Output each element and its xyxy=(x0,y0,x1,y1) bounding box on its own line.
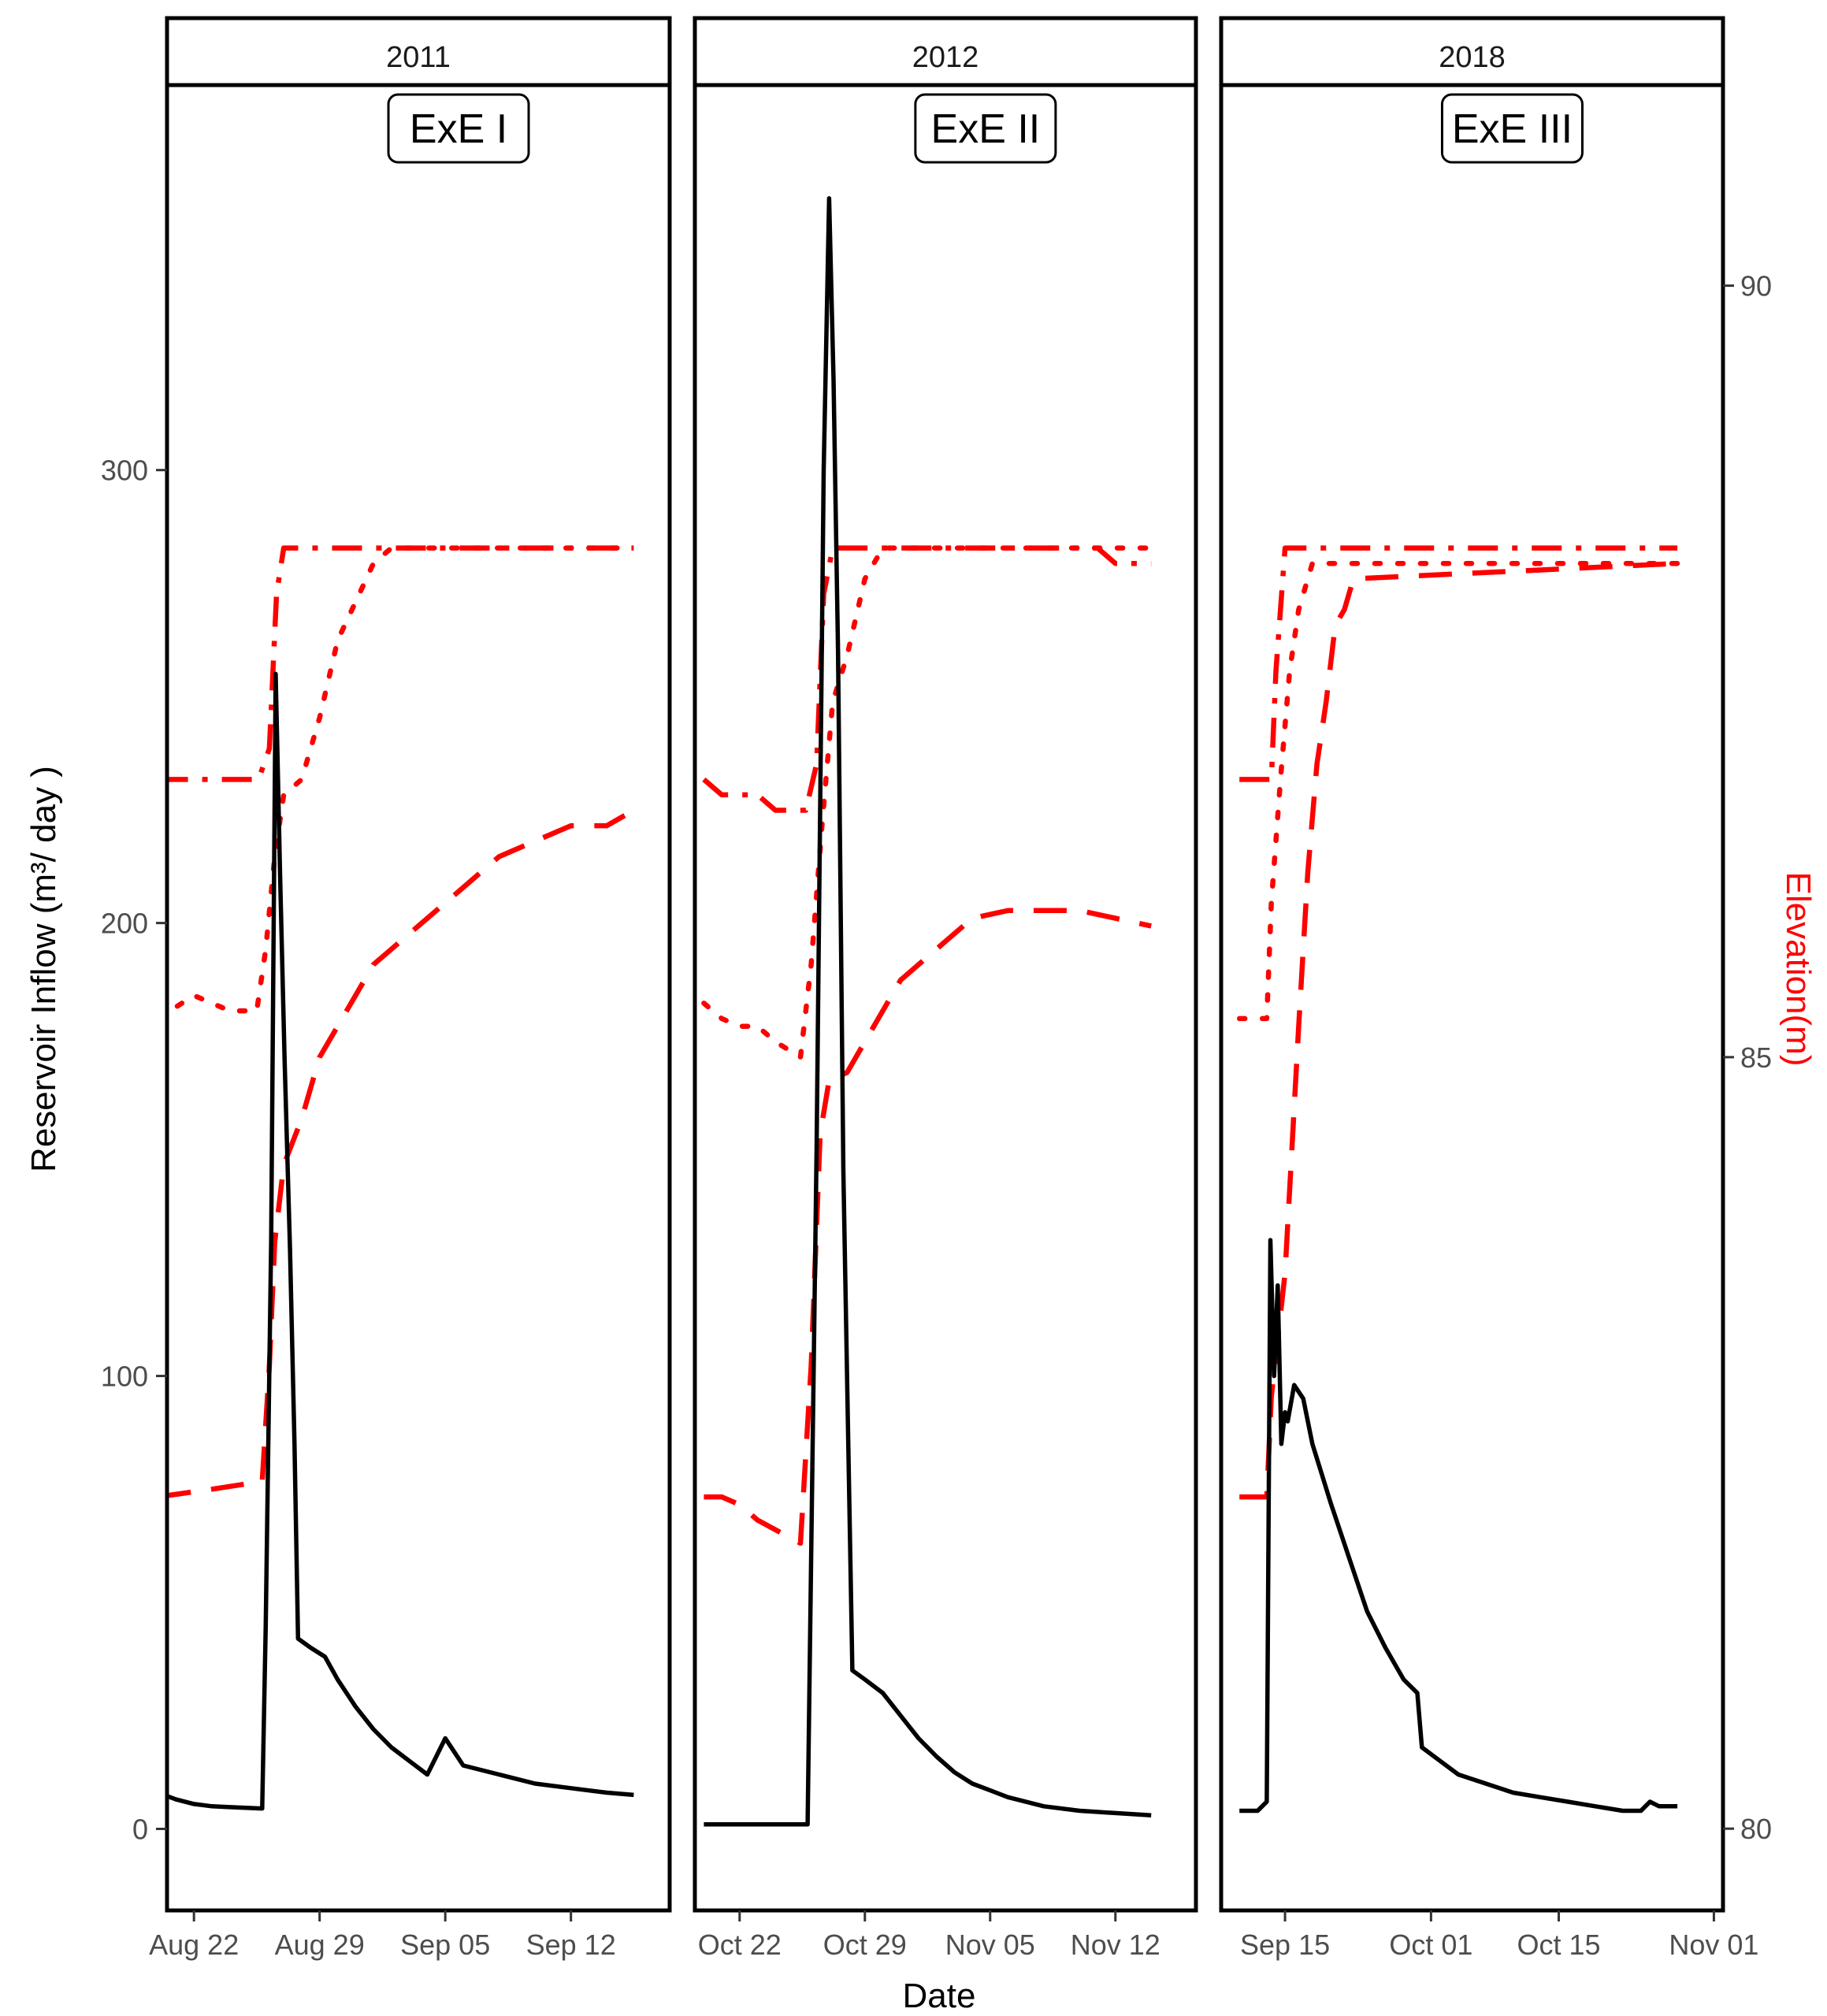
x-tick-label-2018: Nov 01 xyxy=(1669,1929,1758,1961)
y-left-tick-label: 300 xyxy=(101,455,148,487)
y-axis-title-right: Elevation(m) xyxy=(1779,872,1818,1067)
y-left-tick-label: 100 xyxy=(101,1361,148,1393)
panel-border-2018 xyxy=(1219,83,1725,1913)
panel-2018: 2018 ExE III xyxy=(1219,16,1725,1913)
strip-label-2011: 2011 xyxy=(386,41,451,74)
x-tick-label-2018: Oct 15 xyxy=(1517,1929,1600,1961)
series-line-2018-elevation-dotted xyxy=(1236,560,1680,1022)
series-group-2011 xyxy=(167,545,637,1811)
y-right-tick-label: 90 xyxy=(1740,270,1772,303)
strip-label-2018: 2018 xyxy=(1439,41,1506,74)
x-tick-label-2011: Aug 22 xyxy=(149,1929,239,1961)
x-tick-label-2011: Sep 05 xyxy=(400,1929,490,1961)
panels-layer: 2011 ExE I 2012 ExE II 2018 ExE III xyxy=(165,16,1725,1913)
series-group-2018 xyxy=(1236,545,1680,1814)
x-axis-title: Date xyxy=(903,1977,976,2015)
series-line-2011-elevation-dashed xyxy=(167,808,636,1498)
series-line-2012-elevation-dashdot xyxy=(702,545,1152,813)
badge-box-2011 xyxy=(387,93,530,164)
x-tick-label-2018: Oct 01 xyxy=(1389,1929,1472,1961)
y-axis-title-left: Reservoir Inflow (m³/ day ) xyxy=(24,766,63,1172)
badge-box-2018 xyxy=(1440,93,1584,164)
strip-header-2011 xyxy=(165,16,672,87)
x-tick-label-2012: Nov 05 xyxy=(945,1929,1035,1961)
x-tick-label-2012: Oct 29 xyxy=(823,1929,907,1961)
y-left-tick-label: 0 xyxy=(132,1814,148,1846)
y-right-tick-label: 80 xyxy=(1740,1813,1772,1845)
panel-2011: 2011 ExE I xyxy=(165,16,672,1913)
badge-label-2018: ExE III xyxy=(1452,106,1573,152)
series-line-2012-inflow xyxy=(704,195,1152,1827)
y-right-tick-label: 85 xyxy=(1740,1041,1772,1074)
x-tick-label-2012: Oct 22 xyxy=(698,1929,782,1961)
x-tick-label-2011: Sep 12 xyxy=(526,1929,616,1961)
x-tick-label-2011: Aug 29 xyxy=(275,1929,365,1961)
strip-header-2018 xyxy=(1219,16,1725,87)
strip-label-2012: 2012 xyxy=(912,41,979,74)
panel-border-2011 xyxy=(165,83,672,1913)
series-group-2012 xyxy=(701,195,1154,1827)
series-line-2011-elevation-dotted xyxy=(167,545,637,1016)
panel-2012: 2012 ExE II xyxy=(693,16,1198,1913)
y-left-tick-label: 200 xyxy=(101,908,148,940)
series-line-2011-elevation-dashdot xyxy=(167,545,634,782)
axes-layer: Aug 22 Aug 29 Sep 05 Sep 12 Oct 22 Oct 29 Nov … xyxy=(101,270,1772,1961)
series-line-2011-inflow xyxy=(167,671,634,1811)
badge-box-2012 xyxy=(914,93,1057,164)
x-tick-label-2012: Nov 12 xyxy=(1071,1929,1160,1961)
badge-label-2011: ExE I xyxy=(410,106,507,152)
series-line-2018-inflow xyxy=(1239,1238,1678,1814)
series-line-2012-elevation-dotted xyxy=(701,545,1154,1060)
series-line-2018-elevation-dashed xyxy=(1239,560,1678,1500)
series-line-2018-elevation-dashdot xyxy=(1239,545,1678,782)
panel-border-2012 xyxy=(693,83,1198,1913)
badge-label-2012: ExE II xyxy=(931,106,1041,152)
x-tick-label-2018: Sep 15 xyxy=(1240,1929,1330,1961)
series-line-2012-elevation-dashed xyxy=(704,908,1152,1546)
strip-header-2012 xyxy=(693,16,1198,87)
